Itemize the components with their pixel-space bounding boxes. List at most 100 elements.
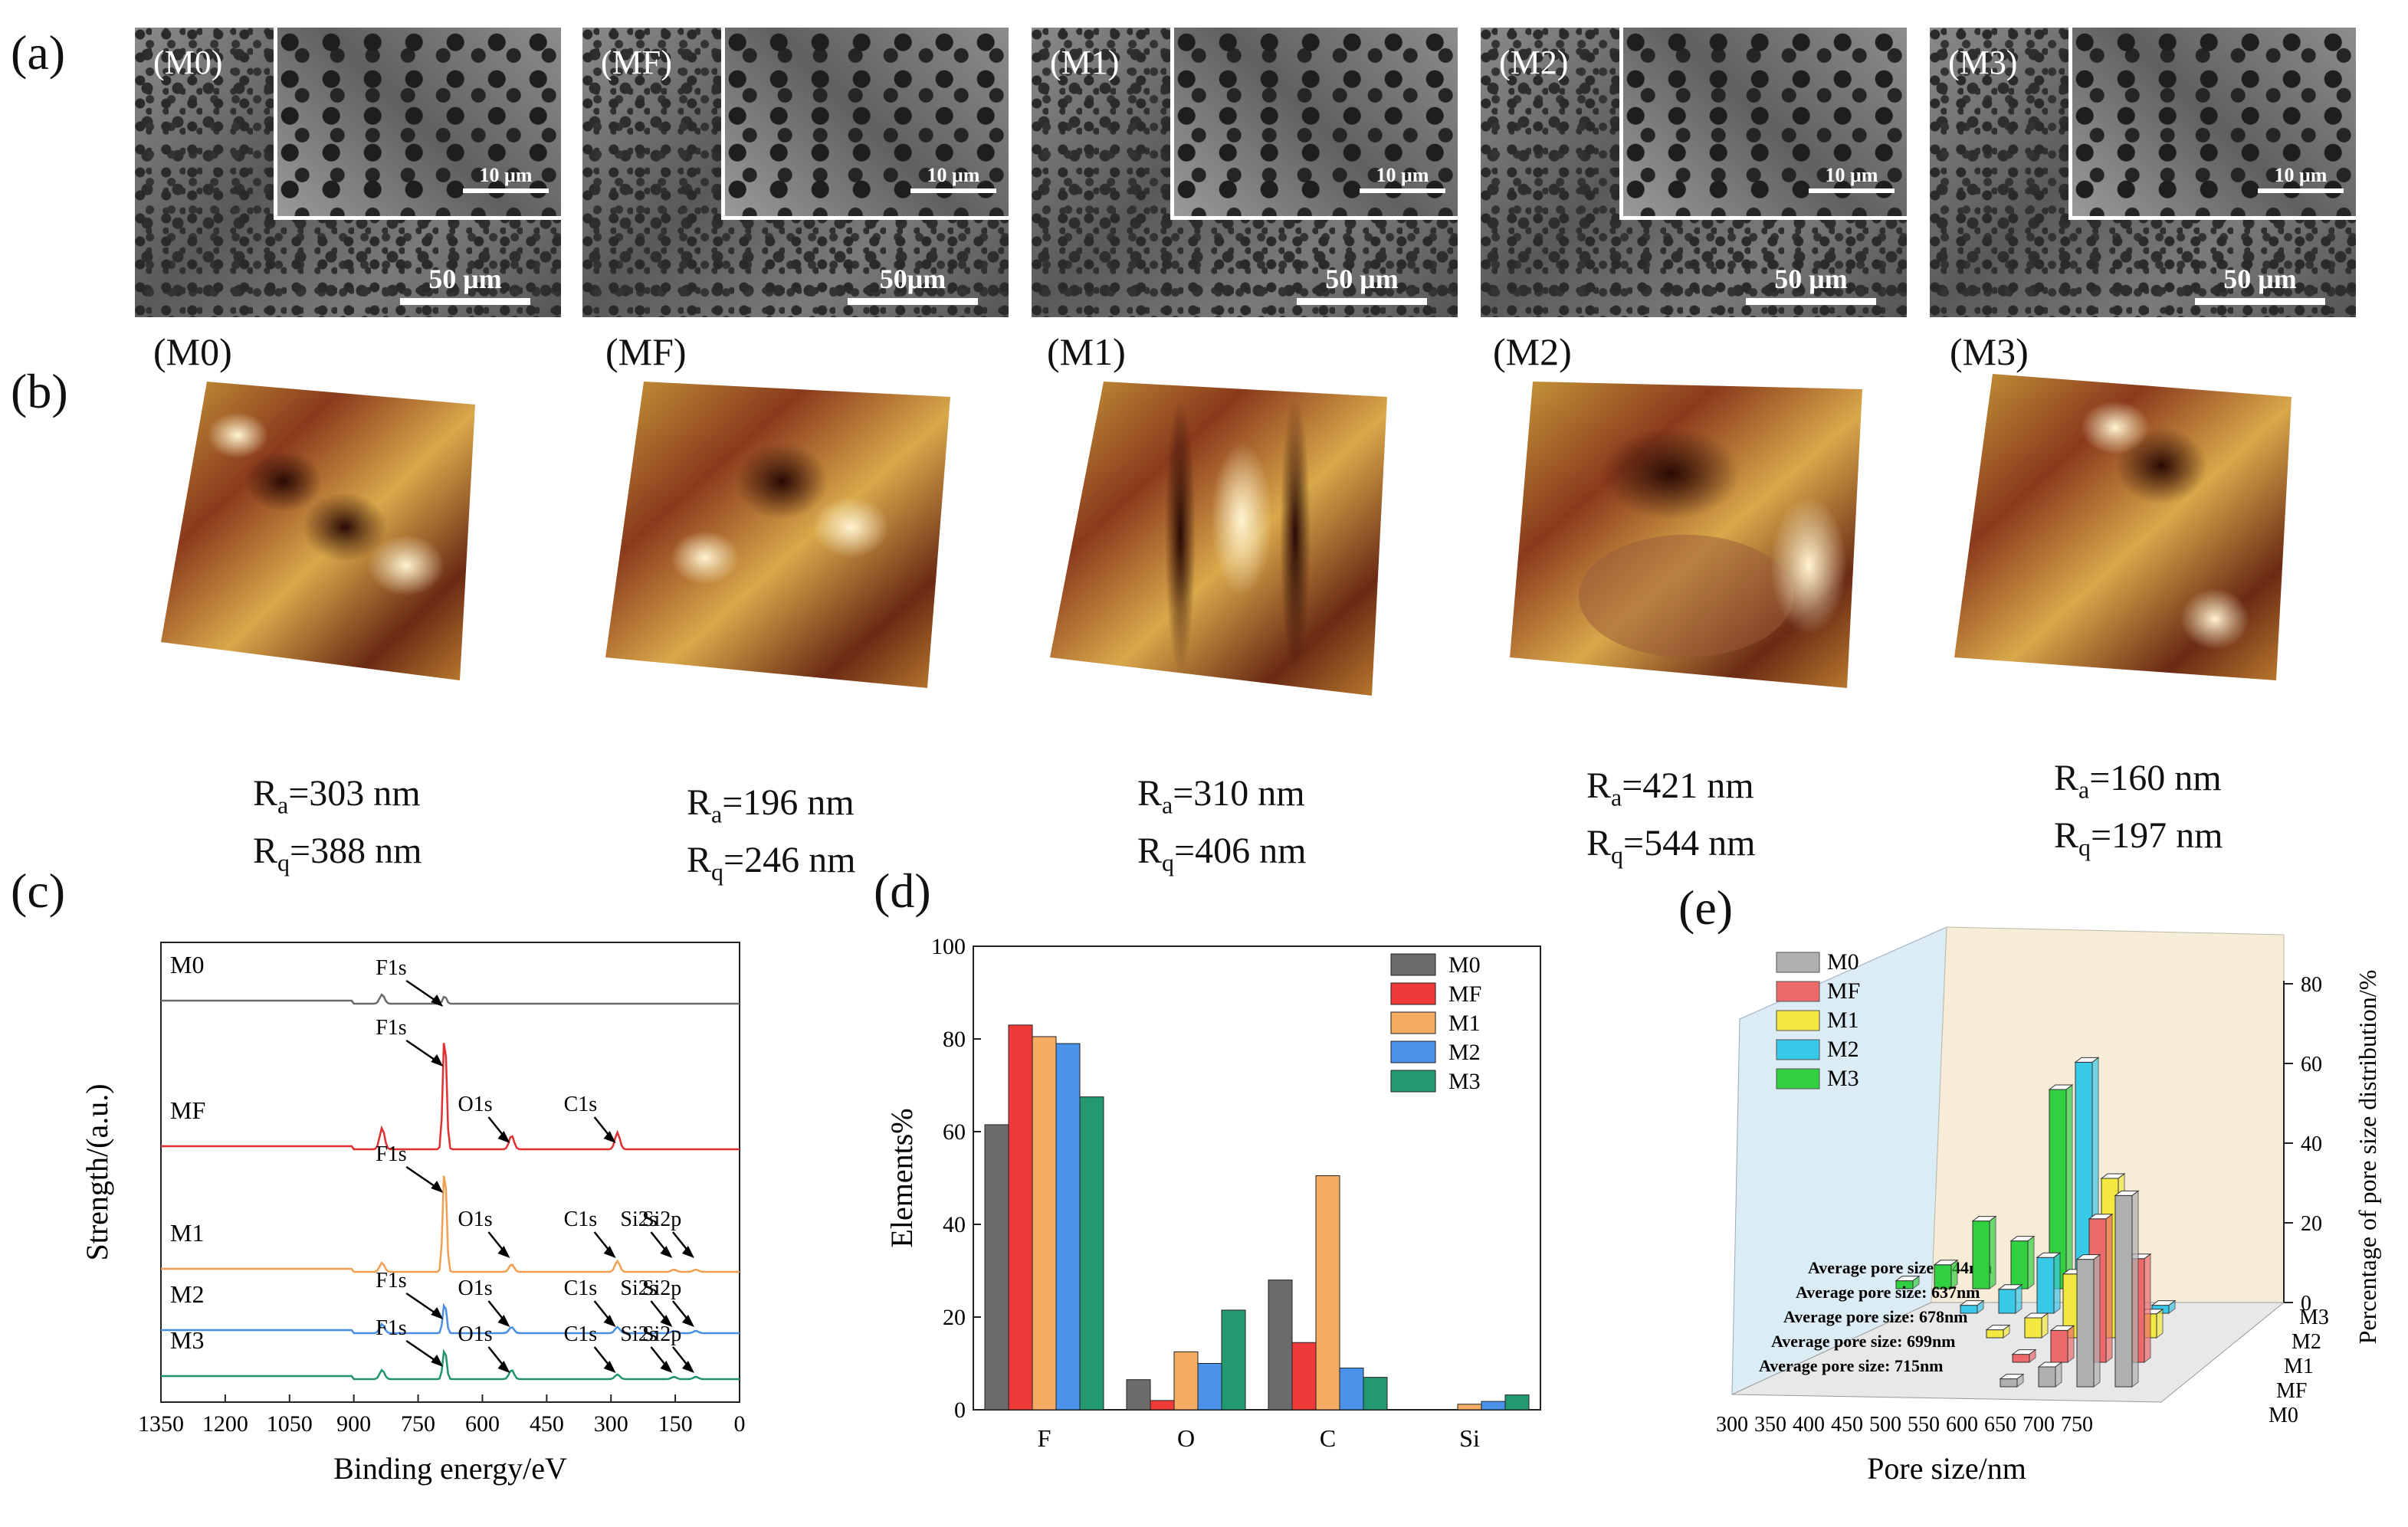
x-tick-label: 350 xyxy=(1754,1413,1786,1437)
legend-label: M1 xyxy=(1827,1008,1859,1033)
bar-side xyxy=(1989,1215,1996,1289)
panel-label-e: (e) xyxy=(1678,880,1734,935)
category-label: C xyxy=(1320,1424,1336,1452)
z-tick-label: 60 xyxy=(2301,1053,2322,1076)
peak-label: Si2p xyxy=(642,1322,681,1346)
bar-m3-550 xyxy=(2010,1240,2029,1289)
category-label: O xyxy=(1177,1424,1195,1452)
bar-side xyxy=(2003,1324,2010,1339)
bar-m0-750 xyxy=(2114,1194,2133,1388)
peak-label: F1s xyxy=(376,1269,406,1293)
afm-image-m1 xyxy=(1050,382,1387,696)
category-label: Si xyxy=(1459,1424,1480,1452)
row-label: M0 xyxy=(2269,1404,2298,1427)
peak-arrowhead xyxy=(431,1307,444,1319)
peak-arrowhead xyxy=(603,1131,616,1143)
row-label: M2 xyxy=(2292,1330,2321,1354)
series-label: M3 xyxy=(170,1326,204,1354)
y-tick-label: 80 xyxy=(943,1027,966,1052)
y-tick-label: 100 xyxy=(931,934,966,959)
peak-label: F1s xyxy=(376,956,406,980)
peak-label: F1s xyxy=(376,1016,406,1040)
x-tick-label: 550 xyxy=(1908,1413,1940,1437)
z-axis-label: Percentage of pore size distribution/% xyxy=(2354,970,2381,1345)
x-tick-label: 450 xyxy=(1831,1413,1863,1437)
legend-label: MF xyxy=(1448,981,1481,1007)
afm-image-mf xyxy=(605,382,950,688)
spectrum-line-m3 xyxy=(161,1348,740,1381)
sem-inset: 10 μm xyxy=(1619,28,1907,220)
legend-swatch xyxy=(1776,1010,1820,1031)
peak-arrowhead xyxy=(603,1361,616,1373)
bar-m1-600 xyxy=(2024,1317,2042,1339)
bar-side xyxy=(2055,1362,2062,1388)
legend-swatch xyxy=(1776,952,1820,973)
afm-tag: (M0) xyxy=(153,330,232,373)
series-label: M1 xyxy=(170,1219,204,1247)
x-tick-label: 500 xyxy=(1869,1413,1901,1437)
pore-size-3d-chart: 0 20 40 60 80 Percentage of pore size distrib… xyxy=(1716,926,2381,1486)
bar-side xyxy=(2093,1253,2101,1388)
peak-arrowhead xyxy=(660,1246,673,1258)
x-tick-label: 700 xyxy=(2023,1413,2055,1437)
legend-swatch xyxy=(1776,1039,1820,1060)
panel-label-c: (c) xyxy=(11,863,66,918)
peak-arrowhead xyxy=(497,1246,510,1258)
legend-label: M0 xyxy=(1448,952,1481,978)
bar-m2-550 xyxy=(1998,1289,2016,1314)
peak-label: Si2s xyxy=(620,1322,657,1346)
panel-label-b: (b) xyxy=(11,364,68,418)
bar-side xyxy=(2065,1084,2073,1289)
peak-arrowhead xyxy=(681,1361,694,1373)
legend-label: M0 xyxy=(1827,949,1859,975)
roughness-m1: Ra=310 nm Rq=406 nm xyxy=(1137,773,1307,877)
bar-m1-c xyxy=(1315,1175,1340,1411)
bar-m3-si xyxy=(1504,1394,1530,1411)
z-tick-label: 0 xyxy=(2301,1292,2311,1316)
bar-m3-500 xyxy=(1972,1221,1990,1289)
x-axis-label: Pore size/nm xyxy=(1867,1451,2026,1486)
bar-m0-650 xyxy=(2038,1366,2056,1388)
scale-bar-small: 10 μm xyxy=(2258,164,2344,193)
afm-image-m2 xyxy=(1510,382,1862,688)
sem-inset: 10 μm xyxy=(721,28,1009,220)
bar-side xyxy=(2016,1373,2024,1388)
x-tick-label: 450 xyxy=(530,1411,564,1437)
scale-bar-small: 10 μm xyxy=(463,164,549,193)
sem-inset: 10 μm xyxy=(274,28,561,220)
peak-arrowhead xyxy=(603,1246,616,1258)
roughness-m3: Ra=160 nm Rq=197 nm xyxy=(2054,758,2223,861)
x-tick-label: 300 xyxy=(1716,1413,1748,1437)
peak-arrowhead xyxy=(497,1361,510,1373)
peak-label: O1s xyxy=(458,1276,492,1300)
x-tick-label: 600 xyxy=(465,1411,500,1437)
series-label: M0 xyxy=(170,951,204,978)
peak-label: Si2p xyxy=(642,1208,681,1231)
afm-tag: (M2) xyxy=(1493,330,1572,373)
category-label: F xyxy=(1038,1424,1051,1452)
peak-label: Si2s xyxy=(620,1208,657,1231)
y-axis-label: Elements% xyxy=(884,1108,919,1247)
x-tick-label: 400 xyxy=(1793,1413,1825,1437)
row-label: M1 xyxy=(2284,1355,2314,1378)
bar-m2-600 xyxy=(2036,1257,2055,1314)
y-tick-label: 0 xyxy=(954,1398,966,1423)
bar-m0-c xyxy=(1268,1280,1293,1411)
bar-m1-o xyxy=(1173,1351,1199,1411)
spectrum-line-m2 xyxy=(161,1303,740,1335)
peak-label: C1s xyxy=(564,1093,598,1116)
legend-label: M1 xyxy=(1448,1011,1481,1036)
afm-image-m3 xyxy=(1954,374,2292,680)
bar-side xyxy=(2168,1299,2176,1314)
bar-mf-650 xyxy=(2050,1329,2068,1363)
bar-side xyxy=(1950,1259,1958,1289)
peak-arrowhead xyxy=(681,1315,694,1327)
roughness-m0: Ra=303 nm Rq=388 nm xyxy=(253,773,422,877)
roughness-m2: Ra=421 nm Rq=544 nm xyxy=(1586,765,1756,869)
average-pore-label: Average pore size: 678nm xyxy=(1783,1307,1968,1326)
spectrum-line-m1 xyxy=(161,1175,740,1273)
legend-swatch xyxy=(1390,982,1436,1005)
bar-m2-f xyxy=(1055,1043,1081,1411)
legend-swatch xyxy=(1390,1040,1436,1063)
y-tick-label: 60 xyxy=(943,1119,966,1145)
